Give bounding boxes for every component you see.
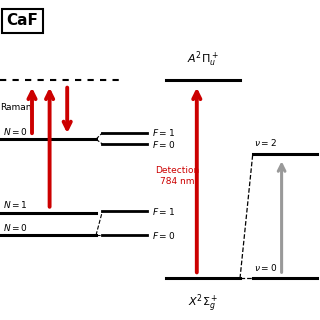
Text: Detection
784 nm: Detection 784 nm (156, 166, 200, 186)
Text: $N{=}0$: $N{=}0$ (3, 126, 28, 137)
Text: Raman: Raman (0, 103, 31, 112)
Text: $F{=}1$: $F{=}1$ (152, 127, 175, 138)
Text: $N{=}1$: $N{=}1$ (3, 199, 28, 210)
Text: $\nu{=}2$: $\nu{=}2$ (254, 137, 277, 148)
Text: $F{=}0$: $F{=}0$ (152, 139, 175, 149)
Text: $X^2\Sigma_g^+$: $X^2\Sigma_g^+$ (188, 293, 218, 315)
Text: $F{=}1$: $F{=}1$ (152, 206, 175, 217)
Text: $A^2\Pi_u^+$: $A^2\Pi_u^+$ (187, 49, 219, 69)
Text: $N{=}0$: $N{=}0$ (3, 222, 28, 233)
Text: CaF: CaF (6, 13, 38, 28)
Text: $F{=}0$: $F{=}0$ (152, 230, 175, 241)
Text: $\nu{=}0$: $\nu{=}0$ (254, 262, 278, 273)
